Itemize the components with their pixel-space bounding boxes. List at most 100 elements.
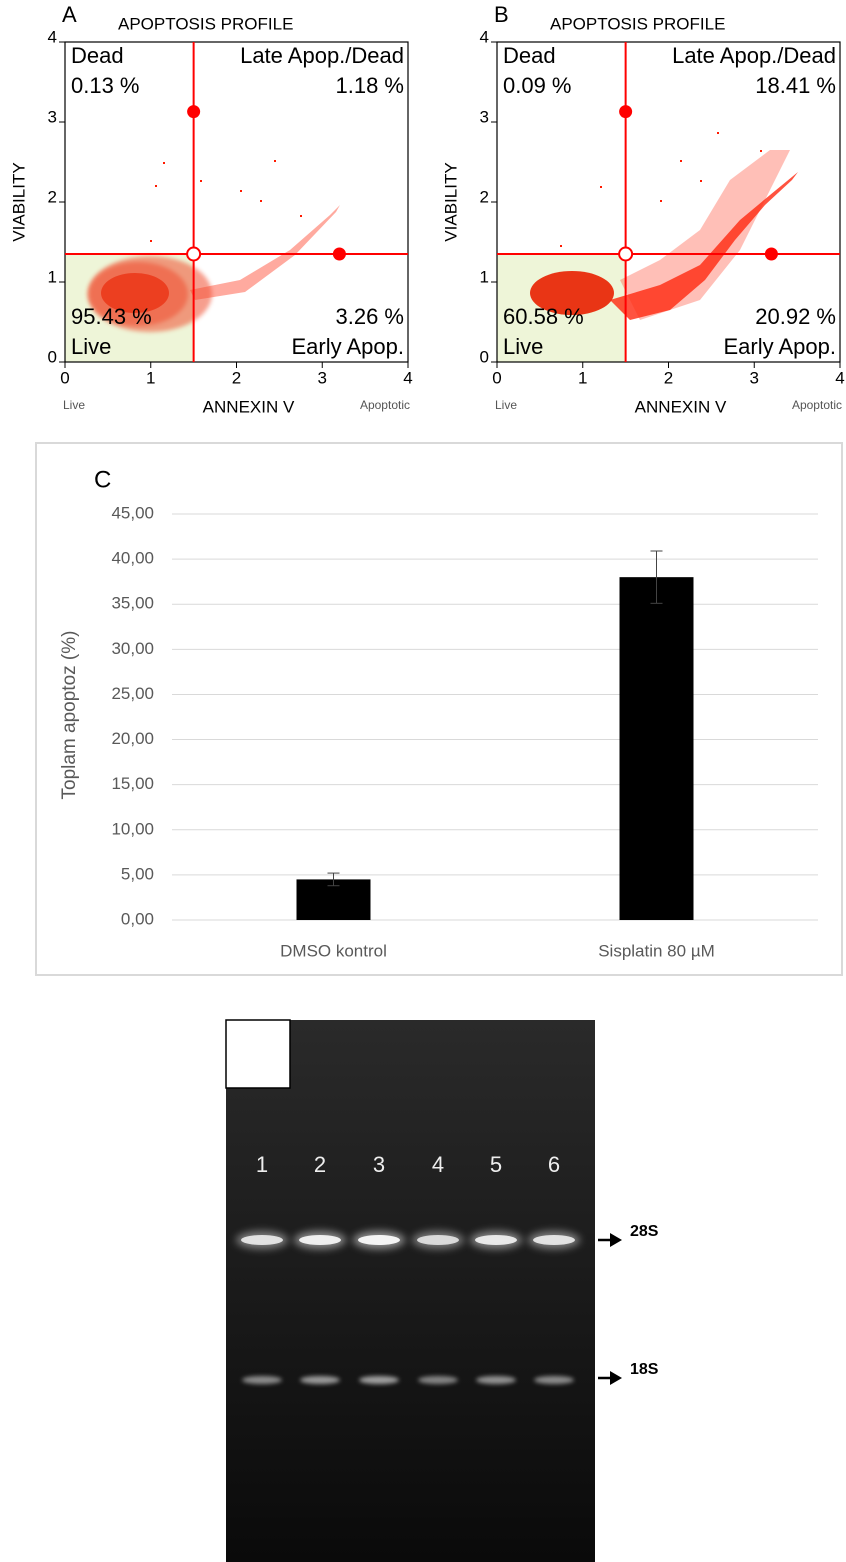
band xyxy=(359,1376,399,1384)
quadrant-name: Early Apop. xyxy=(291,334,404,359)
quadrant-name: Early Apop. xyxy=(723,334,836,359)
band xyxy=(533,1235,575,1245)
quadrant-name: Live xyxy=(71,334,111,359)
band xyxy=(358,1235,400,1245)
y-tick-label: 4 xyxy=(48,27,57,46)
quadrant-name: Late Apop./Dead xyxy=(672,43,836,68)
quadrant-name: Live xyxy=(503,334,543,359)
y-tick-label: 1 xyxy=(48,267,57,286)
quadrant-percent: 0.09 % xyxy=(503,73,572,98)
y-axis-label: VIABILITY xyxy=(441,162,460,241)
band xyxy=(417,1235,459,1245)
event-scatter xyxy=(620,150,790,320)
y-tick-label: 30,00 xyxy=(111,639,154,658)
quadrant-percent: 18.41 % xyxy=(755,73,836,98)
gel xyxy=(226,1020,595,1562)
gate-handle xyxy=(619,248,632,261)
gate-handle xyxy=(765,248,778,261)
quadrant-name: Dead xyxy=(71,43,124,68)
x-right-label: Apoptotic xyxy=(360,398,410,412)
event-scatter xyxy=(190,205,340,300)
x-tick-label: 3 xyxy=(750,368,759,387)
y-tick-label: 3 xyxy=(480,107,489,126)
y-tick-label: 25,00 xyxy=(111,684,154,703)
band xyxy=(299,1235,341,1245)
y-tick-label: 10,00 xyxy=(111,819,154,838)
x-tick-label: 2 xyxy=(664,368,673,387)
panel-label: C xyxy=(94,466,111,493)
y-tick-label: 3 xyxy=(48,107,57,126)
arrow-head xyxy=(610,1233,622,1247)
x-axis-label: ANNEXIN V xyxy=(203,397,295,416)
quadrant-percent: 95.43 % xyxy=(71,304,152,329)
quadrant-name: Late Apop./Dead xyxy=(240,43,404,68)
x-tick-label: Sisplatin 80 µM xyxy=(598,941,715,960)
x-tick-label: 0 xyxy=(60,368,69,387)
gate-handle xyxy=(333,248,346,261)
x-tick-label: DMSO kontrol xyxy=(280,941,387,960)
x-tick-label: 4 xyxy=(403,368,412,387)
y-axis-label: VIABILITY xyxy=(9,162,28,241)
figure: 0123401234AAPOPTOSIS PROFILEANNEXIN VLiv… xyxy=(0,0,846,1562)
x-right-label: Apoptotic xyxy=(792,398,842,412)
y-tick-label: 5,00 xyxy=(121,864,154,883)
x-tick-label: 4 xyxy=(835,368,844,387)
gate-handle xyxy=(619,105,632,118)
band xyxy=(475,1235,517,1245)
quadrant-percent: 60.58 % xyxy=(503,304,584,329)
y-tick-label: 35,00 xyxy=(111,594,154,613)
y-tick-label: 4 xyxy=(480,27,489,46)
y-tick-label: 0,00 xyxy=(121,909,154,928)
gate-handle xyxy=(187,105,200,118)
y-tick-label: 45,00 xyxy=(111,503,154,522)
y-tick-label: 20,00 xyxy=(111,729,154,748)
y-tick-label: 15,00 xyxy=(111,774,154,793)
event-dots xyxy=(150,160,302,242)
band xyxy=(534,1376,574,1384)
lane-label: 2 xyxy=(314,1152,326,1177)
quadrant-name: Dead xyxy=(503,43,556,68)
y-tick-label: 2 xyxy=(48,187,57,206)
y-tick-label: 0 xyxy=(480,347,489,366)
x-left-label: Live xyxy=(63,398,85,412)
label-box xyxy=(226,1020,290,1088)
x-axis-label: ANNEXIN V xyxy=(635,397,727,416)
band-label: 18S xyxy=(630,1361,659,1378)
band xyxy=(242,1376,282,1384)
chart-title: APOPTOSIS PROFILE xyxy=(118,14,293,33)
panel-label: B xyxy=(494,2,509,27)
lane-label: 5 xyxy=(490,1152,502,1177)
panel-label: A xyxy=(62,2,77,27)
y-tick-label: 1 xyxy=(480,267,489,286)
y-tick-label: 0 xyxy=(48,347,57,366)
lane-label: 1 xyxy=(256,1152,268,1177)
panel-frame xyxy=(36,443,842,975)
page: {"chart_data":[ {"type":"quadrant","pane… xyxy=(0,0,846,1562)
quadrant-percent: 1.18 % xyxy=(336,73,405,98)
quadrant-percent: 3.26 % xyxy=(336,304,405,329)
x-tick-label: 3 xyxy=(318,368,327,387)
quadrant-percent: 20.92 % xyxy=(755,304,836,329)
y-tick-label: 2 xyxy=(480,187,489,206)
y-axis-label: Toplam apoptoz (%) xyxy=(59,631,80,800)
x-tick-label: 2 xyxy=(232,368,241,387)
x-tick-label: 1 xyxy=(578,368,587,387)
lane-label: 4 xyxy=(432,1152,444,1177)
band-label: 28S xyxy=(630,1223,659,1240)
quadrant-percent: 0.13 % xyxy=(71,73,140,98)
gate-handle xyxy=(187,248,200,261)
band xyxy=(418,1376,458,1384)
lane-label: 3 xyxy=(373,1152,385,1177)
gel-image: 123456D28S18S xyxy=(226,1020,659,1562)
x-tick-label: 0 xyxy=(492,368,501,387)
x-tick-label: 1 xyxy=(146,368,155,387)
bar xyxy=(620,577,694,920)
lane-label: 6 xyxy=(548,1152,560,1177)
band xyxy=(300,1376,340,1384)
chart-title: APOPTOSIS PROFILE xyxy=(550,14,725,33)
band xyxy=(476,1376,516,1384)
x-left-label: Live xyxy=(495,398,517,412)
arrow-head xyxy=(610,1371,622,1385)
band xyxy=(241,1235,283,1245)
